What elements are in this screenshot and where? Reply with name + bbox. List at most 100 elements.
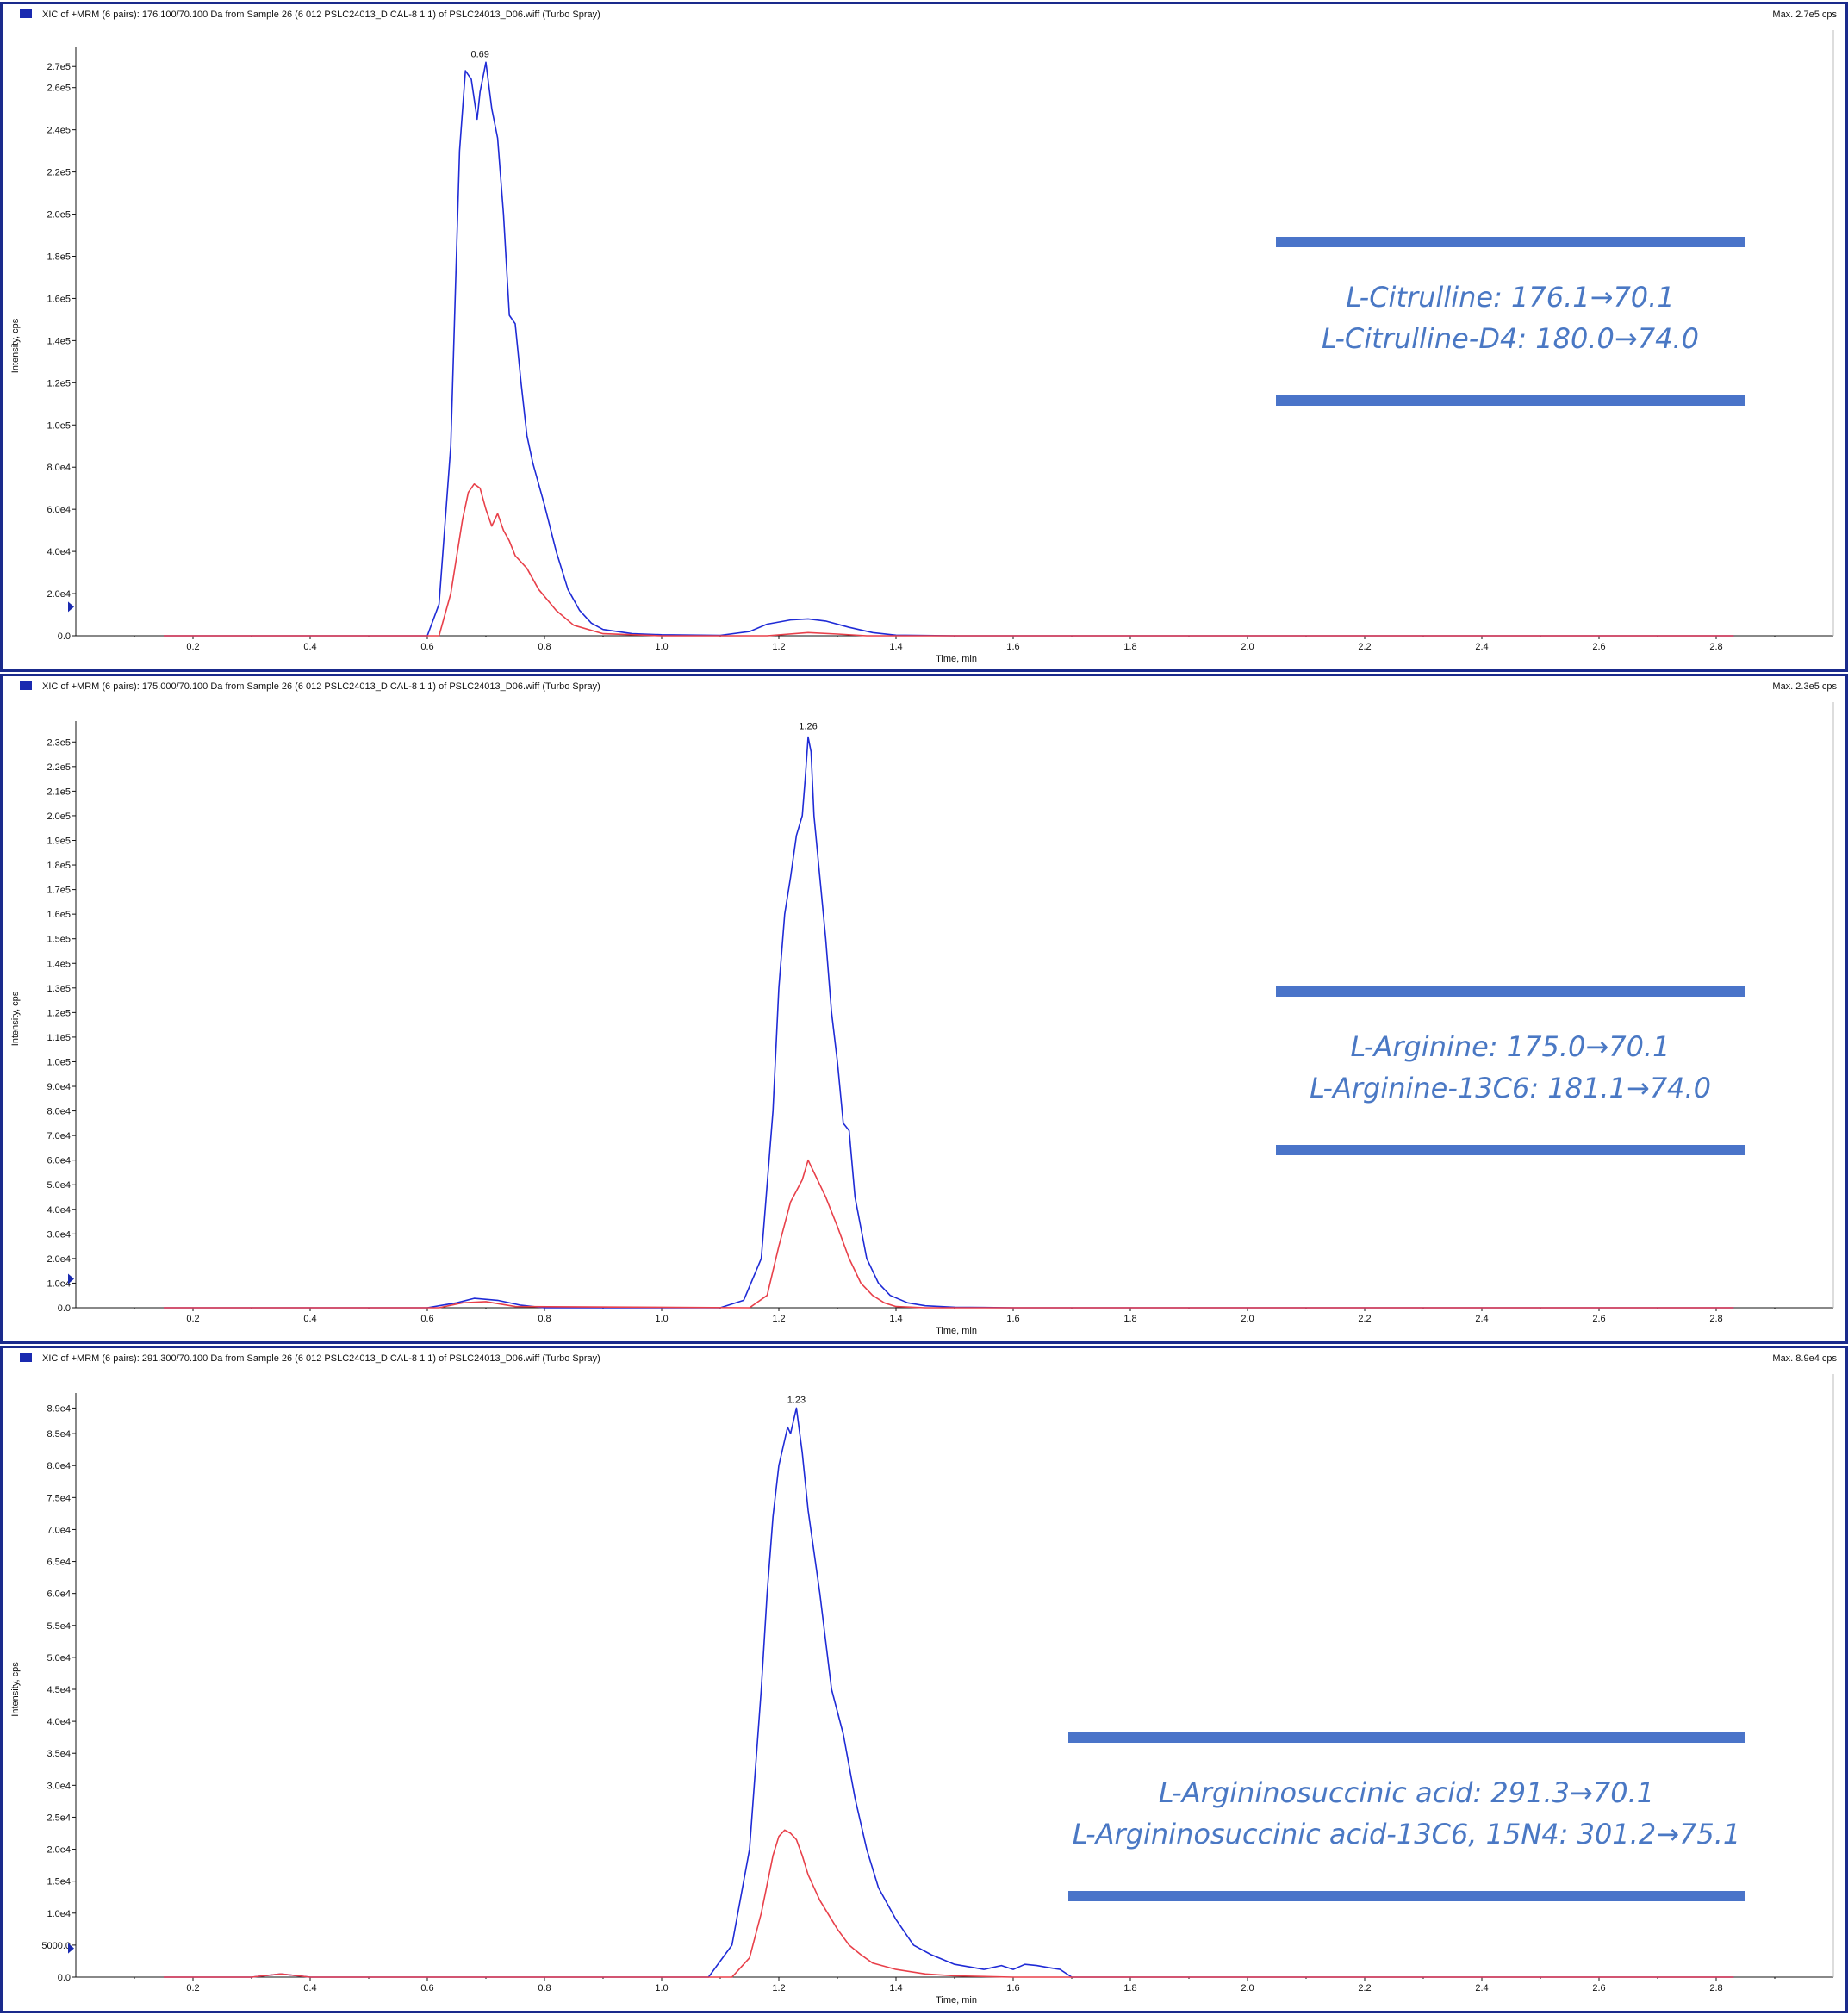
internal-standard-trace [164,1159,1734,1309]
y-tick-label: 2.0e4 [47,589,71,600]
x-tick-label: 1.0 [655,642,668,652]
y-tick-label: 2.2e5 [47,168,71,178]
trace-color-icon[interactable] [20,9,32,18]
x-axis-label: Time, min [936,1326,977,1336]
x-tick-label: 1.2 [772,1314,785,1324]
legend-bar-top [1276,986,1745,997]
trace-color-icon[interactable] [20,681,32,690]
y-tick-label: 1.5e4 [47,1877,71,1888]
x-tick-label: 2.4 [1475,1314,1488,1324]
legend-analyte: L-Arginine: 175.0→70.1 [1350,1030,1671,1063]
x-tick-label: 1.4 [889,1314,902,1324]
legend-analyte: L-Argininosuccinic acid: 291.3→70.1 [1158,1776,1655,1809]
y-tick-label: 2.0e5 [47,812,71,822]
legend-analyte: L-Citrulline: 176.1→70.1 [1346,281,1675,314]
y-tick-label: 2.5e4 [47,1813,71,1823]
chromatogram-plot[interactable]: 0.0 5000.0 1.0e4 1.5e4 2.0e4 2.5e4 3.0e4 3.5e4 4… [3,1348,1845,2011]
panel-title: XIC of +MRM (6 pairs): 291.300/70.100 Da… [42,1353,600,1364]
baseline-marker-icon[interactable] [68,601,74,613]
internal-standard-trace [164,1829,1734,1978]
x-tick-label: 2.2 [1358,1983,1371,1993]
y-tick-label: 6.0e4 [47,1589,71,1600]
analyte-trace [164,1407,1734,1978]
y-tick-label: 1.4e5 [47,336,71,346]
y-tick-label: 8.0e4 [47,1107,71,1117]
y-tick-label: 1.7e5 [47,886,71,896]
x-tick-label: 0.4 [303,1314,316,1324]
x-tick-label: 1.2 [772,642,785,652]
y-tick-label: 5.5e4 [47,1621,71,1632]
x-tick-label: 0.8 [538,642,551,652]
legend-internal-standard: L-Arginine-13C6: 181.1→74.0 [1310,1072,1711,1104]
y-tick-label: 3.5e4 [47,1749,71,1759]
legend-internal-standard: L-Argininosuccinic acid-13C6, 15N4: 301.… [1072,1818,1741,1850]
chromatogram-plot[interactable]: 0.0 2.0e4 4.0e4 6.0e4 8.0e4 1.0e5 1.2e5 1.4e5 1.… [3,4,1845,669]
y-tick-label: 2.2e5 [47,762,71,773]
x-tick-label: 2.2 [1358,1314,1371,1324]
y-tick-label: 5.0e4 [47,1180,71,1191]
analyte-trace [164,61,1734,637]
x-tick-label: 2.6 [1592,1314,1605,1324]
y-tick-label: 1.2e5 [47,1008,71,1018]
y-tick-label: 7.5e4 [47,1493,71,1503]
peak-apex-label: 1.26 [799,722,817,732]
x-tick-label: 2.8 [1709,1314,1722,1324]
x-tick-label: 0.8 [538,1314,551,1324]
y-tick-label: 5000.0 [41,1941,71,1951]
trace-color-icon[interactable] [20,1353,32,1362]
y-tick-label: 0.0 [58,1303,71,1314]
x-tick-label: 0.8 [538,1983,551,1993]
peak-apex-label: 1.23 [787,1395,806,1405]
legend-bar-bottom [1068,1891,1745,1901]
x-tick-label: 1.8 [1123,1983,1136,1993]
y-tick-label: 1.8e5 [47,252,71,262]
legend-bar-bottom [1276,1145,1745,1155]
x-tick-label: 2.2 [1358,642,1371,652]
chromatogram-panel-citrulline: XIC of +MRM (6 pairs): 176.100/70.100 Da… [0,2,1848,672]
y-tick-label: 1.1e5 [47,1033,71,1043]
x-tick-label: 0.6 [420,1314,433,1324]
y-tick-label: 4.0e4 [47,1717,71,1727]
y-tick-label: 4.0e4 [47,547,71,557]
x-tick-label: 1.6 [1006,1314,1019,1324]
baseline-marker-icon[interactable] [68,1273,74,1284]
x-tick-label: 0.6 [420,1983,433,1993]
y-tick-label: 8.9e4 [47,1403,71,1414]
y-tick-label: 1.6e5 [47,910,71,920]
panel-title: XIC of +MRM (6 pairs): 175.000/70.100 Da… [42,681,600,692]
x-tick-label: 1.8 [1123,1314,1136,1324]
legend-bar-top [1276,237,1745,247]
y-tick-label: 1.4e5 [47,959,71,969]
x-axis-label: Time, min [936,654,977,664]
y-tick-label: 7.0e4 [47,1131,71,1141]
y-tick-label: 1.0e4 [47,1278,71,1289]
y-tick-label: 3.0e4 [47,1781,71,1791]
chromatogram-panel-argininosuccinic-acid: XIC of +MRM (6 pairs): 291.300/70.100 Da… [0,1346,1848,2013]
x-tick-label: 1.2 [772,1983,785,1993]
max-intensity-label: Max. 8.9e4 cps [1772,1353,1837,1364]
legend-box: L-Argininosuccinic acid: 291.3→70.1 L-Ar… [1068,1772,1745,1855]
x-tick-label: 2.4 [1475,642,1488,652]
y-tick-label: 1.9e5 [47,836,71,846]
legend-bar-bottom [1276,395,1745,406]
y-tick-label: 1.0e4 [47,1909,71,1919]
y-tick-label: 8.0e4 [47,463,71,473]
y-tick-label: 2.1e5 [47,787,71,797]
x-tick-label: 1.0 [655,1983,668,1993]
y-tick-label: 1.2e5 [47,378,71,389]
y-tick-label: 1.6e5 [47,294,71,304]
y-tick-label: 4.5e4 [47,1685,71,1695]
baseline-marker-icon[interactable] [68,1943,74,1954]
x-tick-label: 1.8 [1123,642,1136,652]
y-tick-label: 5.0e4 [47,1653,71,1664]
x-tick-label: 1.4 [889,642,902,652]
x-tick-label: 0.6 [420,642,433,652]
x-tick-label: 0.4 [303,1983,316,1993]
max-intensity-label: Max. 2.3e5 cps [1772,681,1837,692]
panel-title: XIC of +MRM (6 pairs): 176.100/70.100 Da… [42,9,600,20]
y-tick-label: 9.0e4 [47,1082,71,1092]
analyte-trace [164,736,1734,1309]
y-tick-label: 6.0e4 [47,1156,71,1166]
max-intensity-label: Max. 2.7e5 cps [1772,9,1837,20]
chromatogram-plot[interactable]: 0.0 1.0e4 2.0e4 3.0e4 4.0e4 5.0e4 6.0e4 7.0e4 8.… [3,676,1845,1341]
